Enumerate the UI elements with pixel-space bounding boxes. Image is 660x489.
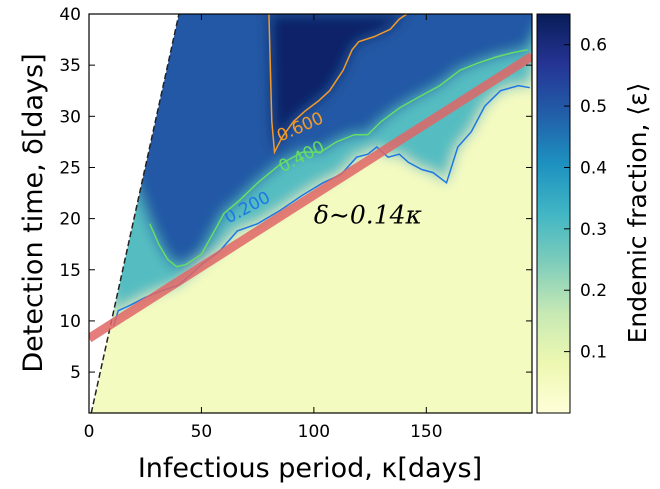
contour-line-0.400 bbox=[149, 49, 528, 268]
x-tick-label: 50 bbox=[191, 422, 213, 442]
fit-annotation: δ∼0.14κ bbox=[314, 201, 423, 230]
x-axis-title: Infectious period, κ[days] bbox=[138, 453, 482, 484]
plot-frame bbox=[88, 13, 533, 414]
colorbar-tick-label: 0.1 bbox=[580, 343, 607, 363]
heatmap-bands bbox=[89, 14, 532, 413]
axes: 0 50 100 150 5 10 15 20 25 30 35 40 bbox=[59, 5, 533, 442]
fit-line bbox=[89, 52, 532, 343]
colorbar-tick-label: 0.5 bbox=[580, 97, 607, 117]
contour-line-0.600 bbox=[268, 14, 409, 155]
y-tick-label: 10 bbox=[59, 312, 81, 332]
colorbar-tick-label: 0.4 bbox=[580, 158, 607, 178]
heat-band-peak bbox=[268, 14, 407, 153]
y-tick-label: 15 bbox=[59, 261, 81, 281]
y-axis-title: Detection time, δ[days] bbox=[18, 53, 49, 372]
y-tick-label: 35 bbox=[59, 56, 81, 76]
y-tick-label: 20 bbox=[59, 210, 81, 230]
y-tick-label: 5 bbox=[70, 363, 81, 383]
heatmap-field bbox=[89, 14, 532, 413]
colorbar-gradient-bar bbox=[536, 13, 571, 414]
x-tick-label: 100 bbox=[298, 422, 330, 442]
colorbar-title: Endemic fraction, ⟨ε⟩ bbox=[623, 83, 652, 344]
colorbar: 0.1 0.2 0.3 0.4 0.5 0.6 bbox=[536, 13, 607, 414]
y-tick-label: 30 bbox=[59, 107, 81, 127]
y-tick-label: 40 bbox=[59, 5, 81, 25]
colorbar-tick-label: 0.6 bbox=[580, 36, 607, 56]
x-tick-label: 150 bbox=[410, 422, 442, 442]
x-tick-label: 0 bbox=[84, 422, 95, 442]
heat-band-high bbox=[89, 14, 532, 267]
y-tick-label: 25 bbox=[59, 158, 81, 178]
fit-line-layer bbox=[89, 52, 532, 343]
undefined-boundary-line bbox=[90, 14, 180, 413]
colorbar-tick-label: 0.3 bbox=[580, 220, 607, 240]
colorbar-tick-label: 0.2 bbox=[580, 281, 607, 301]
